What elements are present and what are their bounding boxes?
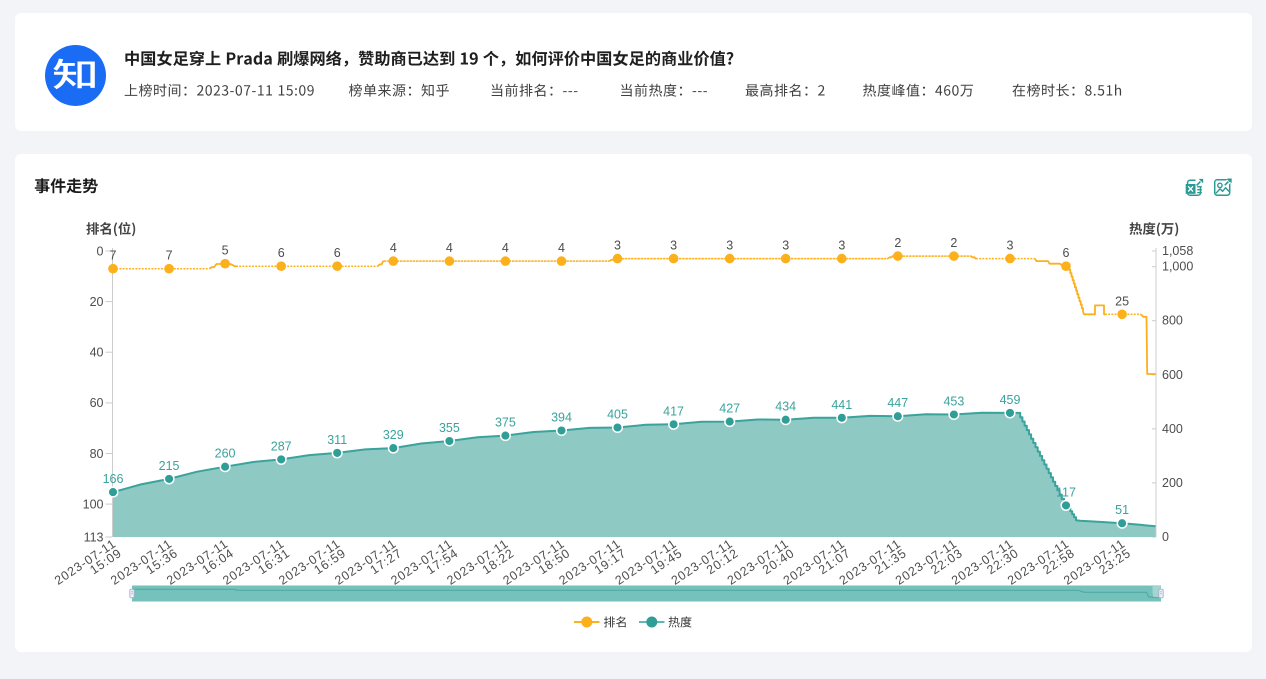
svg-text:434: 434 [775,400,796,414]
svg-text:6: 6 [334,246,341,260]
svg-text:4: 4 [558,241,565,255]
svg-text:800: 800 [1162,314,1183,328]
svg-text:2: 2 [894,236,901,250]
svg-text:200: 200 [1162,476,1183,490]
svg-text:117: 117 [1056,485,1076,499]
svg-text:113: 113 [84,530,104,544]
svg-text:2: 2 [950,236,957,250]
svg-text:394: 394 [551,411,572,425]
svg-text:427: 427 [719,402,740,416]
svg-text:1,058: 1,058 [1162,244,1193,258]
svg-text:80: 80 [90,447,104,461]
svg-text:260: 260 [215,447,236,461]
svg-text:5: 5 [222,244,229,258]
svg-text:3: 3 [670,239,677,253]
svg-text:3: 3 [614,239,621,253]
svg-text:3: 3 [782,239,789,253]
svg-text:4: 4 [390,241,397,255]
svg-text:40: 40 [90,346,104,360]
svg-text:417: 417 [663,404,684,418]
svg-text:25: 25 [1115,294,1129,308]
svg-text:405: 405 [607,408,628,422]
svg-text:375: 375 [495,416,516,430]
svg-text:7: 7 [166,249,173,263]
svg-text:1,000: 1,000 [1162,260,1193,274]
svg-text:60: 60 [90,396,104,410]
svg-text:3: 3 [726,239,733,253]
svg-text:0: 0 [1162,530,1169,544]
svg-text:4: 4 [446,241,453,255]
svg-text:447: 447 [887,396,908,410]
svg-text:400: 400 [1162,422,1183,436]
svg-text:4: 4 [502,241,509,255]
svg-text:6: 6 [1063,246,1070,260]
svg-text:453: 453 [943,395,964,409]
svg-text:215: 215 [159,459,180,473]
svg-text:51: 51 [1115,503,1129,517]
svg-text:3: 3 [1007,239,1014,253]
svg-text:7: 7 [110,249,117,263]
svg-text:441: 441 [831,398,852,412]
svg-text:0: 0 [97,244,104,258]
svg-text:287: 287 [271,439,292,453]
svg-text:311: 311 [327,433,347,447]
svg-text:6: 6 [278,246,285,260]
svg-text:100: 100 [83,497,104,511]
svg-text:329: 329 [383,428,404,442]
svg-text:3: 3 [838,239,845,253]
svg-text:20: 20 [90,295,104,309]
svg-text:600: 600 [1162,368,1183,382]
svg-text:355: 355 [439,421,460,435]
svg-text:166: 166 [103,472,124,486]
svg-text:459: 459 [1000,393,1021,407]
